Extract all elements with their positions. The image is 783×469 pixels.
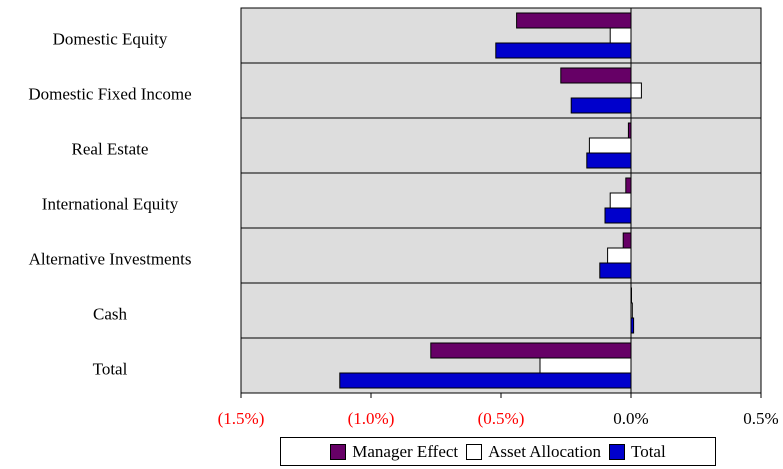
bar bbox=[604, 207, 632, 224]
x-tick-label: (0.5%) bbox=[478, 409, 525, 428]
bar bbox=[607, 247, 632, 264]
legend-label: Manager Effect bbox=[352, 441, 459, 461]
y-tick-label: Total bbox=[93, 359, 128, 378]
y-tick-label: Domestic Equity bbox=[53, 29, 168, 48]
legend-item: Manager Effect bbox=[330, 442, 458, 462]
bar bbox=[588, 137, 632, 154]
plot-area bbox=[240, 7, 762, 394]
bar bbox=[560, 67, 632, 84]
legend-label: Asset Allocation bbox=[488, 441, 602, 461]
bar bbox=[539, 357, 632, 374]
legend-swatch bbox=[466, 443, 483, 460]
bar bbox=[625, 177, 632, 194]
bar bbox=[495, 42, 632, 59]
y-tick-label: International Equity bbox=[42, 194, 179, 213]
y-tick-label: Domestic Fixed Income bbox=[28, 84, 191, 103]
x-tick-label: 0.0% bbox=[613, 409, 648, 428]
x-tick-label: (1.0%) bbox=[348, 409, 395, 428]
bar bbox=[609, 27, 632, 44]
bar bbox=[430, 342, 632, 359]
bar bbox=[630, 82, 642, 99]
y-tick-label: Real Estate bbox=[72, 139, 149, 158]
bar bbox=[586, 152, 632, 169]
legend-item: Asset Allocation bbox=[466, 442, 601, 462]
bar bbox=[570, 97, 632, 114]
legend-item: Total bbox=[609, 442, 666, 462]
bar bbox=[599, 262, 632, 279]
y-tick-label: Cash bbox=[93, 304, 128, 323]
bar bbox=[516, 12, 632, 29]
y-tick-label: Alternative Investments bbox=[29, 249, 192, 268]
legend-swatch bbox=[609, 443, 626, 460]
legend-label: Total bbox=[631, 441, 666, 461]
legend: Manager Effect Asset Allocation Total bbox=[280, 437, 716, 466]
legend-swatch bbox=[330, 443, 347, 460]
bar bbox=[609, 192, 632, 209]
bar bbox=[622, 232, 632, 249]
bar bbox=[339, 372, 632, 389]
x-tick-label: 0.5% bbox=[743, 409, 778, 428]
x-tick-label: (1.5%) bbox=[218, 409, 265, 428]
